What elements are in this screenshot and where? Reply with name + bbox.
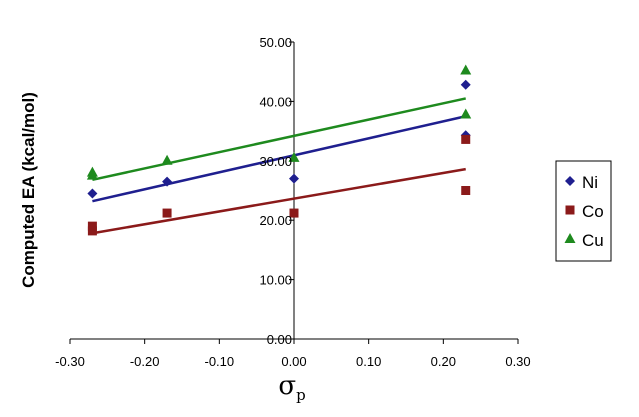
legend: Ni Co Cu [555,160,612,262]
y-tick-label: 10.00 [259,273,292,288]
point-cu [86,166,98,177]
x-tick-label: 0.00 [281,354,306,369]
legend-box [555,160,612,262]
y-tick-label: 50.00 [259,35,292,50]
axes [69,41,519,344]
point-cu [288,151,300,162]
x-axis-label-symbol: σ [278,371,296,401]
legend-marker-cu [564,233,576,243]
trendline-cu [92,97,466,182]
y-tick-label: 30.00 [259,154,292,169]
point-co [162,208,172,218]
y-tick-label: 20.00 [259,213,292,228]
x-tick-label: -0.20 [130,354,160,369]
point-co [289,208,299,218]
x-tick-label: -0.30 [55,354,85,369]
legend-marker-ni [565,176,575,186]
x-tick-label: 0.30 [505,354,530,369]
x-tick-label: -0.10 [205,354,235,369]
legend-label-ni: Ni [582,173,598,192]
trendline-co [92,167,466,235]
point-ni [289,173,299,184]
point-ni [162,176,173,187]
point-cu [460,64,472,75]
x-tick-label: 0.10 [356,354,381,369]
x-axis-label-subscript: p [296,386,306,404]
point-co [461,134,471,144]
legend-label-cu: Cu [582,231,604,250]
legend-marker-co [565,205,575,215]
x-tick-label: 0.20 [431,354,456,369]
tick-labels: -0.30 -0.20 -0.10 0.00 0.10 0.20 0.30 0.00 10.00… [55,35,530,369]
y-tick-label: 0.00 [267,332,292,347]
point-ni [460,79,471,90]
trendlines [92,97,467,235]
point-ni [87,188,98,199]
y-tick-label: 40.00 [259,94,292,109]
point-co [461,186,471,195]
x-axis-label: σp [278,371,305,404]
point-co [87,226,97,236]
trendline-ni [92,115,467,203]
point-cu [161,154,173,165]
point-co [87,221,97,231]
data-points [86,64,472,236]
point-cu [460,108,472,119]
legend-label-co: Co [582,202,604,221]
y-axis-label: Computed EA (kcal/mol) [19,92,38,288]
